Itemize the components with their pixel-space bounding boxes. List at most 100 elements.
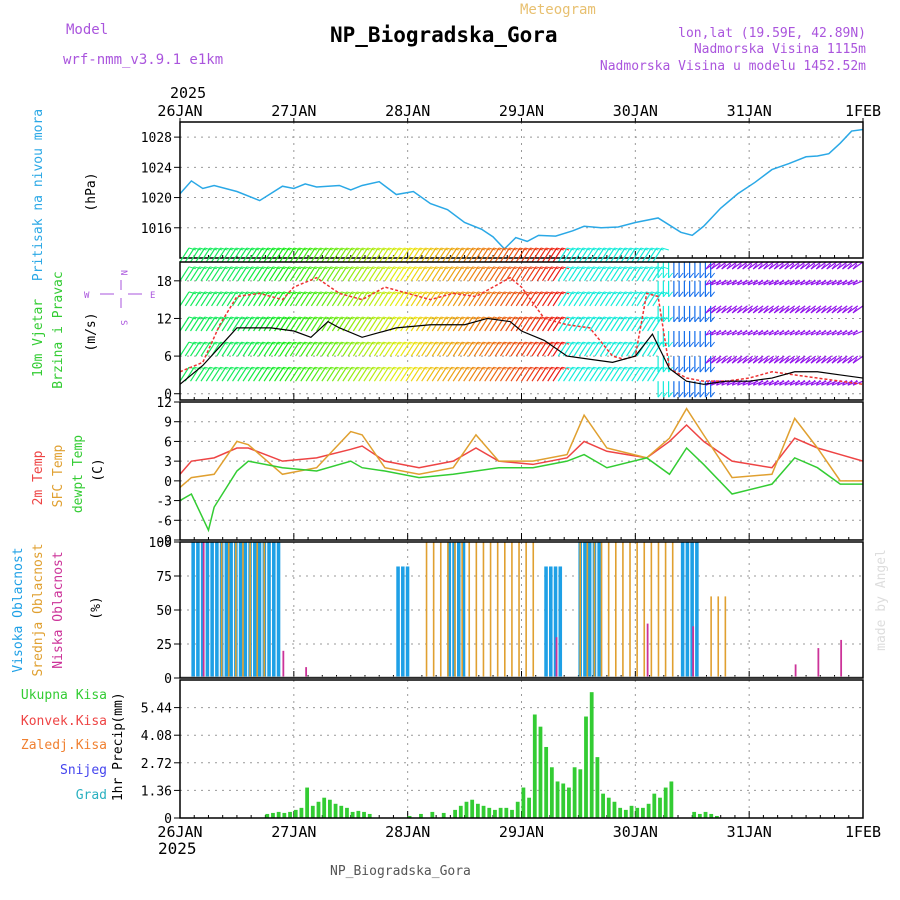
wind-barb-flag [530, 247, 538, 251]
wind-barb [789, 355, 801, 364]
wind-barb [410, 316, 421, 332]
wind-barb [494, 266, 505, 282]
wind-barb-flag [488, 341, 496, 345]
wind-barb [431, 266, 442, 282]
wind-barb-flag [603, 247, 612, 251]
wind-barb-flag [645, 316, 654, 320]
wind-barb [815, 305, 827, 314]
wind-barb-flag [204, 266, 212, 270]
wind-barb-flag [836, 263, 842, 270]
wind-barb-flag [230, 366, 239, 370]
wind-barb-flag [388, 316, 396, 320]
wind-barb [636, 291, 647, 307]
wind-barb-flag [635, 366, 643, 370]
wind-barb-flag [810, 279, 816, 286]
wind-barb-column [499, 247, 517, 382]
wind-barb [494, 291, 505, 307]
wind-barb [605, 316, 616, 332]
wind-barb-flag [530, 291, 538, 295]
wind-barb [478, 341, 489, 357]
wind-barb-flag [540, 366, 549, 370]
wind-barb-flag [451, 316, 459, 320]
precip-bar [589, 692, 594, 818]
wind-barb-flag [236, 291, 244, 295]
wind-barb [547, 247, 558, 263]
time-label-top: 26JAN [157, 102, 202, 120]
wind-barb [589, 266, 600, 282]
wind-barb-flag [414, 366, 423, 370]
wind-barb-flag [498, 341, 507, 345]
wind-barb-flag [299, 247, 307, 251]
wind-barb-flag [309, 366, 317, 370]
wind-barb-column [620, 247, 638, 382]
wind-barb-flag [673, 316, 679, 323]
wind-barb [489, 247, 500, 263]
wind-barb [615, 366, 626, 382]
wind-barb-flag [325, 247, 333, 251]
wind-barb [626, 316, 637, 332]
wind-barb [221, 366, 232, 382]
wind-barb [547, 291, 558, 307]
wind-barb-flag [535, 266, 543, 270]
wind-barb-flag [467, 291, 475, 295]
wind-barb-flag [272, 291, 281, 295]
wind-barb-flag [572, 247, 580, 251]
wind-barb-flag [556, 316, 564, 320]
wind-barb [457, 247, 468, 263]
precip-bar [669, 781, 674, 818]
wind-barb [805, 305, 817, 314]
wind-barb [195, 247, 206, 263]
wind-barb [384, 341, 395, 357]
wind-barb-column [626, 247, 643, 382]
wind-barb-flag [230, 341, 239, 345]
wind-barb-flag [388, 341, 396, 345]
wind-barb-flag [805, 307, 811, 314]
wind-barb-flag [763, 379, 769, 386]
wind-barb-flag [304, 366, 312, 370]
wind-barb-flag [472, 341, 480, 345]
wind-barb [415, 291, 426, 307]
wind-barb [253, 291, 264, 307]
wind-barb-flag [330, 291, 338, 295]
precip-bar [305, 787, 310, 818]
wind-barb [347, 316, 358, 332]
wind-barb [847, 355, 859, 364]
wind-barb [468, 266, 479, 282]
wind-barb [584, 291, 595, 307]
wind-barb-flag [472, 316, 480, 320]
wind-barb-flag [409, 316, 417, 320]
precip-bar [367, 813, 372, 818]
wind-barb-flag [598, 366, 606, 370]
wind-barb [316, 366, 327, 382]
wind-barb [510, 366, 521, 382]
wind-barb-flag [588, 341, 596, 345]
wind-barb [200, 366, 211, 382]
wind-barb [447, 266, 458, 282]
wind-barb [184, 247, 195, 263]
cloud-high-bar [695, 542, 699, 678]
wind-barb [784, 355, 796, 364]
wind-barb-flag [678, 366, 684, 373]
wind-barb [505, 366, 516, 382]
wind-barb-flag [821, 307, 826, 314]
wind-barb [842, 305, 853, 314]
wind-barb-column [662, 262, 668, 398]
wind-barb-flag [199, 291, 207, 295]
wind-barb-flag [378, 266, 386, 270]
wind-barb-flag [409, 247, 417, 251]
wind-barb-flag [335, 316, 344, 320]
wind-barb [710, 261, 722, 270]
wind-barb [347, 266, 358, 282]
wind-barb-flag [582, 291, 591, 295]
wind-barb-flag [673, 291, 679, 298]
lonlat-label: lon,lat (19.59E, 42.89N) [678, 26, 866, 41]
wind-barb [594, 316, 605, 332]
wind-barb [284, 366, 295, 382]
wind-barb-flag [710, 391, 716, 398]
wind-barb-flag [826, 379, 832, 386]
wind-barb [321, 247, 332, 263]
wind-barb-flag [372, 316, 381, 320]
wind-barb-flag [456, 341, 465, 345]
precip-bar [350, 811, 355, 818]
meteogram-label: Meteogram [520, 2, 596, 18]
